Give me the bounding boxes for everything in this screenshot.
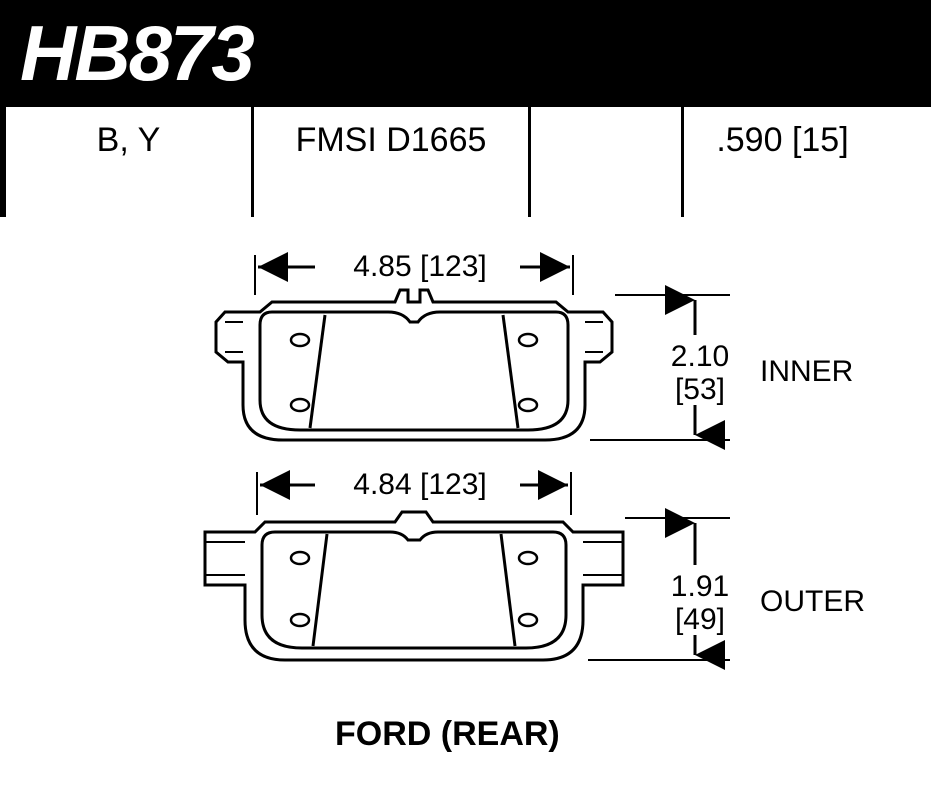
inner-slot-right bbox=[503, 315, 518, 428]
info-bar: B, Y FMSI D1665 .590 [15] bbox=[0, 107, 931, 217]
inner-rivet-2 bbox=[291, 399, 309, 411]
outer-rivet-4 bbox=[519, 614, 537, 626]
diagram-svg bbox=[0, 240, 931, 800]
inner-slot-left bbox=[310, 315, 325, 428]
thickness-cell: .590 [15] bbox=[681, 107, 881, 217]
inner-rivet-4 bbox=[519, 399, 537, 411]
header-bar: HB873 bbox=[0, 0, 931, 107]
inner-friction bbox=[260, 312, 568, 430]
outer-slot-left bbox=[313, 534, 327, 646]
compounds-cell: B, Y bbox=[6, 107, 251, 160]
diagram-area: 4.85 [123] 2.10 [53] INNER 4.84 [123] 1.… bbox=[0, 240, 931, 800]
fmsi-cell: FMSI D1665 bbox=[251, 107, 531, 217]
inner-rivet-1 bbox=[291, 334, 309, 346]
outer-rivet-2 bbox=[291, 614, 309, 626]
spacer-cell bbox=[531, 107, 681, 121]
outer-rivet-3 bbox=[519, 552, 537, 564]
inner-rivet-3 bbox=[519, 334, 537, 346]
outer-rivet-1 bbox=[291, 552, 309, 564]
outer-slot-right bbox=[501, 534, 515, 646]
outer-friction bbox=[262, 532, 566, 648]
part-number: HB873 bbox=[20, 8, 911, 99]
